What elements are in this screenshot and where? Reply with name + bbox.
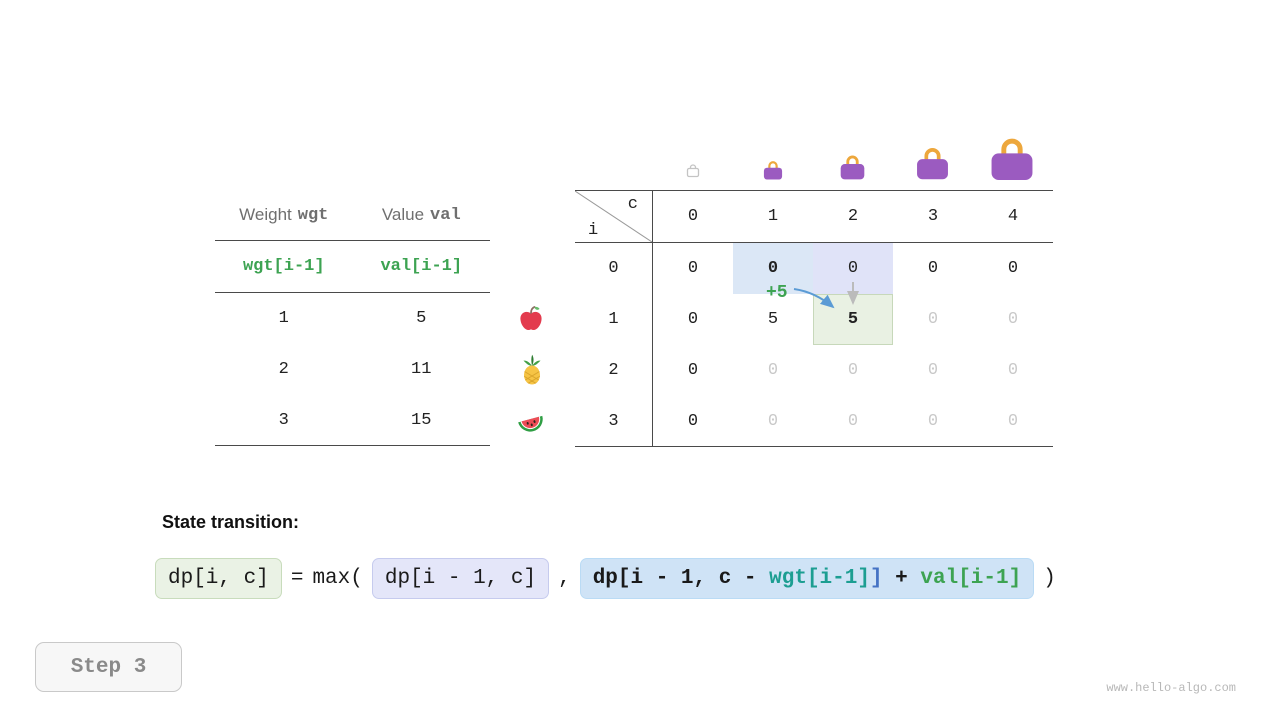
dp-cell: 0 — [1007, 361, 1019, 380]
arg2-wgt-term: wgt[i-1] — [769, 567, 870, 590]
item-row: 1 5 — [215, 293, 490, 344]
formula-lhs-box: dp[i, c] — [155, 558, 282, 599]
dp-row: 1 0 5 5 0 0 — [575, 294, 1053, 345]
bag-xlarge-icon — [986, 136, 1038, 186]
dp-cell: 0 — [927, 361, 939, 380]
dp-row-label: 2 — [575, 345, 653, 396]
val-var-cell: val[i-1] — [380, 257, 463, 276]
comma: , — [558, 567, 571, 590]
dp-row: 3 0 0 0 0 0 — [575, 396, 1053, 447]
arg2-val-term: val[i-1] — [920, 567, 1022, 590]
formula-arg2-box: dp[i - 1, c - wgt[i-1]] + val[i-1] — [579, 558, 1035, 599]
item-value: 15 — [411, 410, 432, 430]
equals-sign: = — [290, 567, 304, 590]
dp-cell: 0 — [927, 259, 939, 278]
dp-table-header: c i 0 1 2 3 4 — [575, 191, 1053, 243]
dp-cell: 0 — [1007, 310, 1019, 329]
dp-cell: 0 — [1007, 259, 1019, 278]
dp-col-header: 1 — [767, 207, 779, 226]
watermark: www.hello-algo.com — [1106, 681, 1236, 695]
max-open: max( — [312, 567, 363, 590]
items-table-var-row: wgt[i-1] val[i-1] — [215, 241, 490, 293]
dp-col-header: 3 — [927, 207, 939, 226]
wgt-var-cell: wgt[i-1] — [242, 257, 325, 276]
dp-cell: 0 — [687, 361, 699, 380]
dp-row-label: 0 — [575, 243, 653, 294]
bag-large-icon — [913, 146, 952, 185]
dp-row: 2 0 0 0 0 0 — [575, 345, 1053, 396]
state-transition-formula: dp[i, c] = max( dp[i - 1, c] , dp[i - 1,… — [155, 558, 1065, 599]
weight-column-header: Weight wgt — [215, 190, 353, 240]
dp-cell: 0 — [687, 259, 699, 278]
pineapple-icon — [517, 354, 547, 386]
arg2-closing-bracket: ] — [869, 567, 883, 590]
weight-header-code: wgt — [297, 205, 329, 225]
dp-cell: 0 — [927, 411, 939, 431]
dp-cell: 0 — [687, 411, 699, 431]
dp-cell: 5 — [767, 310, 779, 329]
item-weight: 2 — [278, 360, 289, 379]
bag-tiny-icon — [686, 163, 700, 183]
dp-row: 0 0 0 0 0 0 — [575, 243, 1053, 294]
apple-icon — [516, 304, 546, 336]
watermelon-icon — [516, 407, 546, 439]
item-value: 5 — [416, 309, 427, 328]
item-row: 3 15 — [215, 395, 490, 446]
dp-row-label: 1 — [575, 294, 653, 345]
arg2-plus: + — [882, 567, 921, 590]
dp-cell: 0 — [927, 310, 939, 329]
close-paren: ) — [1043, 567, 1056, 590]
diagonal-divider — [575, 191, 652, 242]
items-table: Weight wgt Value val wgt[i-1] val[i-1] 1… — [215, 190, 490, 446]
dp-cell: 0 — [1007, 411, 1019, 431]
value-column-header: Value val — [353, 190, 491, 240]
dp-cell-source-above: 0 — [813, 243, 893, 294]
bag-small-icon — [762, 160, 784, 185]
formula-arg1-box: dp[i - 1, c] — [371, 558, 550, 599]
dp-cell-current: 5 — [813, 294, 893, 345]
value-header-code: val — [430, 205, 461, 225]
item-row: 2 11 — [215, 344, 490, 395]
dp-cell: 0 — [687, 310, 699, 329]
row-axis-label: i — [588, 221, 599, 240]
step-badge: Step 3 — [35, 642, 182, 692]
item-value: 11 — [411, 360, 432, 379]
col-axis-label: c — [627, 195, 638, 214]
item-weight: 3 — [278, 410, 289, 430]
state-transition-title: State transition: — [162, 512, 300, 532]
dp-cell: 0 — [847, 411, 859, 431]
dp-row-label: 3 — [575, 396, 653, 446]
value-header-label: Value — [381, 205, 425, 224]
weight-header-label: Weight — [239, 205, 292, 224]
arg2-prefix: dp[i - 1, c - — [592, 567, 770, 590]
dp-col-header: 2 — [847, 207, 859, 226]
dp-cell: 0 — [767, 361, 779, 380]
dp-table: c i 0 1 2 3 4 0 0 0 0 0 0 1 0 5 5 0 0 2 … — [575, 190, 1053, 447]
dp-corner-cell: c i — [575, 191, 653, 242]
dp-col-header: 4 — [1007, 207, 1019, 226]
dp-cell: 0 — [767, 411, 779, 431]
items-table-header: Weight wgt Value val — [215, 190, 490, 241]
dp-cell: 0 — [847, 361, 859, 380]
bag-medium-icon — [838, 154, 867, 185]
dp-col-header: 0 — [687, 207, 699, 226]
dp-cell-source-left: 0 — [733, 243, 813, 294]
item-weight: 1 — [278, 309, 289, 328]
plus-value-annotation: +5 — [766, 283, 788, 303]
